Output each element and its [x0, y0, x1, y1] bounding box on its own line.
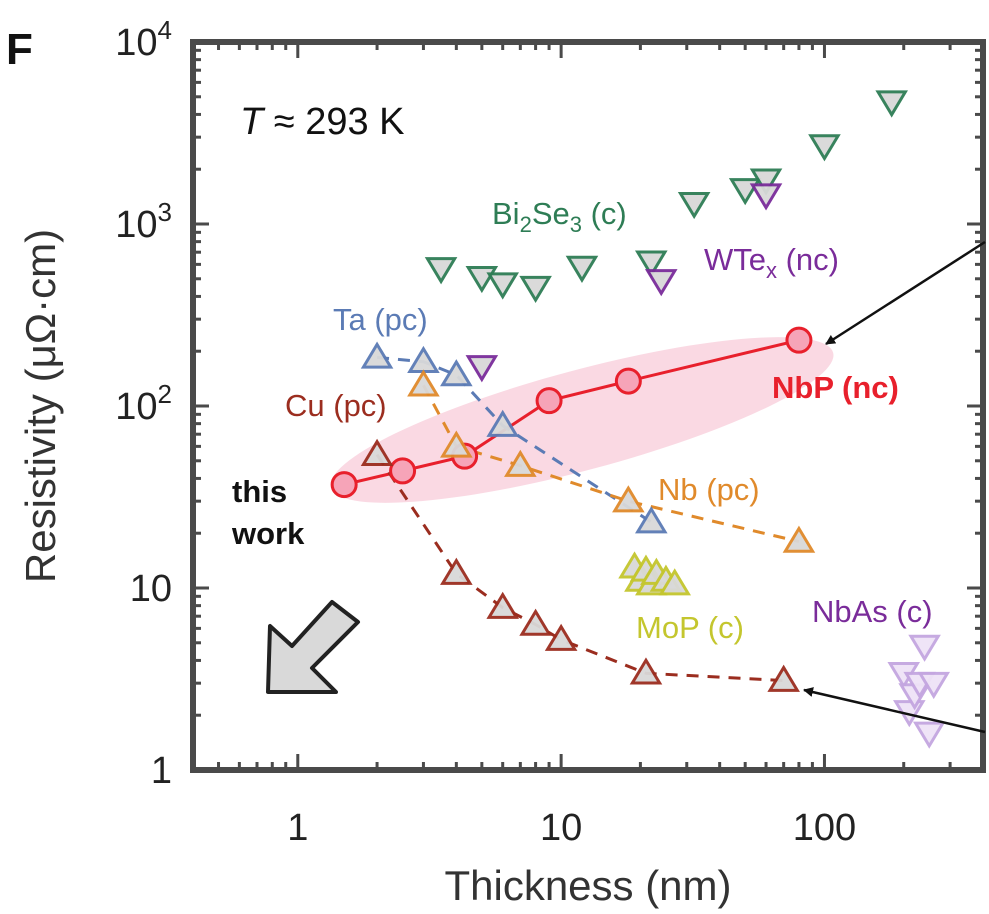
point-ta	[407, 345, 440, 374]
point-bi2se3	[677, 192, 711, 220]
label-this: this	[232, 474, 287, 509]
point-nb	[407, 369, 440, 397]
x-axis-label: Thickness (nm)	[444, 862, 731, 909]
y-tick-label: 1	[151, 750, 172, 792]
point-ta	[360, 341, 394, 369]
point-cu	[486, 591, 520, 619]
point-bi2se3	[519, 275, 552, 304]
point-nbp	[389, 457, 417, 485]
point-nb	[504, 449, 537, 477]
label-ta: Ta (pc)	[333, 302, 428, 337]
point-bi2se3	[808, 134, 841, 162]
point-ta	[486, 409, 520, 437]
point-nb	[440, 430, 473, 458]
point-ta	[634, 506, 668, 534]
point-wtex	[644, 269, 678, 297]
x-tick-label: 10	[540, 807, 582, 849]
point-mop	[658, 568, 692, 596]
point-nbp	[614, 367, 642, 395]
axis-ticks	[191, 42, 985, 772]
pointer-arrow-nbp	[825, 240, 986, 346]
point-cu	[360, 438, 394, 466]
point-wtex	[465, 355, 499, 383]
trend-arrow-icon	[266, 600, 360, 694]
point-nbas	[912, 721, 946, 749]
point-nbas	[917, 671, 951, 700]
nbp-highlight	[330, 337, 834, 503]
label-nbp: NbP (nc)	[772, 370, 899, 405]
point-bi2se3	[634, 250, 668, 278]
label-mop: MoP (c)	[636, 610, 744, 645]
point-cu	[519, 608, 552, 636]
x-tick-label: 100	[793, 807, 856, 849]
point-cu	[629, 657, 663, 685]
point-nb	[612, 485, 645, 513]
point-cu	[544, 623, 578, 651]
point-bi2se3	[565, 255, 599, 283]
label-bi2se3: Bi2Se3 (c)	[492, 196, 627, 237]
temperature-value: ≈ 293 K	[263, 101, 404, 143]
series-markers	[330, 90, 951, 749]
point-cu	[767, 664, 800, 692]
label-cu: Cu (pc)	[285, 388, 387, 423]
y-tick-labels: 1 10 102 103 104	[115, 15, 172, 792]
temperature-annotation: T ≈ 293 K	[240, 101, 405, 143]
label-nb: Nb (pc)	[658, 472, 760, 507]
series-line-ta	[376, 355, 653, 524]
y-tick-label: 103	[115, 197, 172, 246]
point-cu	[440, 557, 473, 585]
temperature-symbol: T	[240, 101, 266, 143]
point-ta	[440, 359, 473, 387]
pointer-arrow-cu	[803, 687, 986, 734]
y-tick-label: 102	[115, 379, 172, 428]
y-tick-label: 10	[130, 568, 172, 610]
point-bi2se3	[424, 257, 458, 285]
point-nbas	[908, 634, 941, 662]
x-tick-labels: 1 10 100	[287, 807, 856, 849]
label-nbas: NbAs (c)	[812, 594, 933, 629]
point-nbp	[535, 387, 563, 415]
point-nb	[782, 525, 816, 553]
x-tick-label: 1	[287, 807, 308, 849]
y-axis-label: Resistivity (μΩ·cm)	[17, 229, 64, 583]
point-nbp	[330, 471, 358, 499]
point-bi2se3	[486, 272, 520, 300]
point-nbp	[785, 326, 813, 354]
panel-label: F	[6, 25, 33, 74]
y-tick-label: 104	[115, 15, 172, 64]
label-wtex: WTex (nc)	[704, 242, 839, 283]
label-work: work	[231, 516, 305, 551]
point-bi2se3	[875, 90, 908, 118]
point-bi2se3	[749, 168, 783, 196]
point-wtex	[749, 183, 783, 211]
